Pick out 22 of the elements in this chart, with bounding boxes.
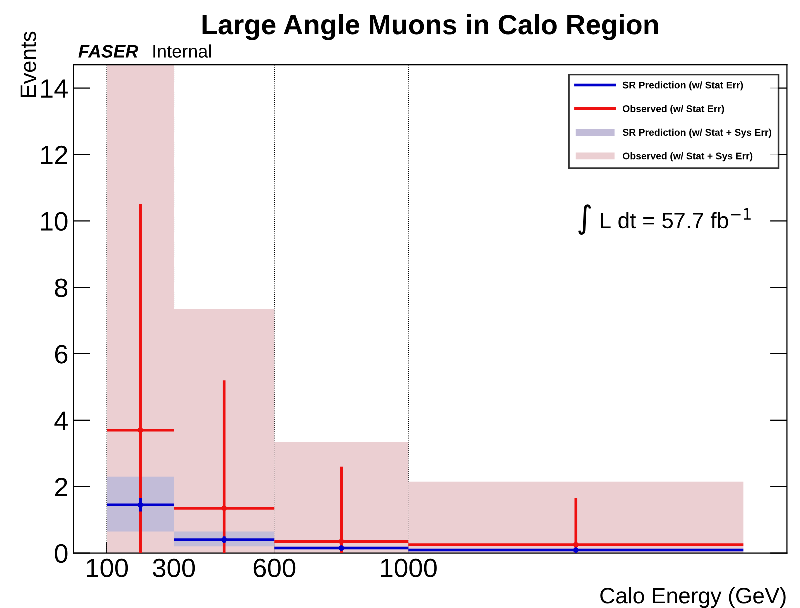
x-tick-label: 300 — [153, 558, 196, 578]
y-tick-label: 10 — [41, 212, 68, 231]
x-tick-label: 600 — [254, 558, 296, 578]
text: Internal — [154, 44, 212, 58]
annotation: ∫ L dt = 57.7 fb$^{−1}$ — [578, 204, 751, 236]
y-tick-label: 0 — [55, 544, 68, 564]
legend-label: SR Prediction (w/ Stat Err) — [622, 82, 744, 91]
y-tick-label: 4 — [54, 412, 68, 430]
legend-label: Observed (w/ Stat + Sys Err) — [622, 152, 753, 162]
legend-label: SR Prediction (w/ Stat + Sys Err) — [622, 128, 772, 138]
chart-title: Large Angle Muons in Calo Region — [202, 14, 658, 40]
y-tick-label: 6 — [55, 345, 68, 364]
y-axis-title: Events — [20, 32, 36, 98]
y-tick-label: 12 — [41, 146, 68, 164]
x-axis-title: Calo Energy (GeV) — [600, 587, 786, 608]
y-tick-label: 14 — [41, 80, 68, 98]
x-tick-label: 100 — [87, 558, 128, 578]
legend-label: Observed (w/ Stat Err) — [622, 105, 724, 114]
y-tick-label: 8 — [55, 278, 68, 298]
y-tick-label: 2 — [55, 478, 68, 496]
x-tick-label: 1000 — [381, 558, 437, 578]
text: FASER — [78, 45, 138, 58]
